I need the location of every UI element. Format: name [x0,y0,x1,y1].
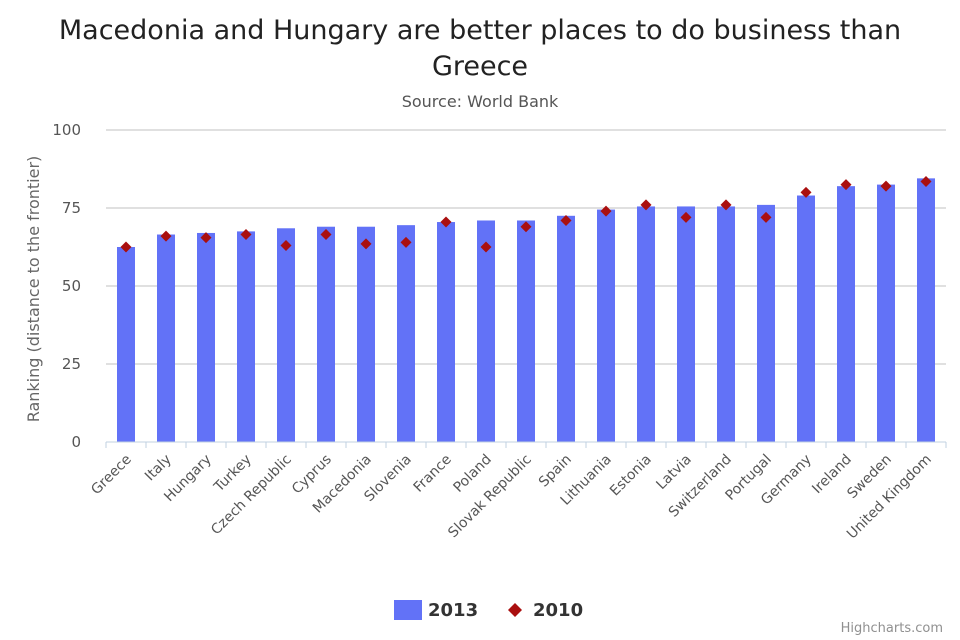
legend-label-2013: 2013 [428,600,478,621]
bar-2013-czech-republic[interactable] [277,228,295,442]
y-tick-label: 0 [71,433,81,451]
bar-2013-latvia[interactable] [677,206,695,442]
y-axis-label: Ranking (distance to the frontier) [24,156,43,423]
marker-2010-slovak-republic[interactable] [520,221,532,233]
bar-2013-estonia[interactable] [637,206,655,442]
marker-2010-lithuania[interactable] [600,205,612,217]
y-tick-label: 25 [62,355,81,373]
marker-2010-macedonia[interactable] [360,238,372,250]
bar-2013-ireland[interactable] [837,186,855,442]
bar-2013-turkey[interactable] [237,231,255,442]
bar-2013-poland[interactable] [477,220,495,442]
y-tick-label: 100 [52,121,81,139]
x-tick-label: France [411,452,455,496]
bar-series-2013 [117,178,935,443]
marker-2010-sweden[interactable] [880,180,892,192]
marker-2010-latvia[interactable] [680,211,692,223]
marker-2010-czech-republic[interactable] [280,239,292,251]
marker-2010-hungary[interactable] [200,232,212,244]
bar-2013-hungary[interactable] [197,232,215,442]
legend-item-2010[interactable]: 2010 [508,600,583,621]
marker-2010-slovenia[interactable] [400,236,412,248]
marker-2010-france[interactable] [440,216,452,228]
y-tick-label: 75 [62,199,81,217]
marker-2010-ireland[interactable] [840,179,852,191]
x-tick-label: Italy [142,452,175,485]
legend-label-2010: 2010 [533,600,583,621]
bar-2013-united-kingdom[interactable] [917,178,935,443]
credits-link[interactable]: Highcharts.com [841,621,943,636]
marker-2010-switzerland[interactable] [720,199,732,211]
bar-2013-cyprus[interactable] [317,226,335,442]
bar-2013-sweden[interactable] [877,184,895,442]
chart-subtitle: Source: World Bank [402,92,559,111]
y-axis-ticks: 0 25 50 75 100 [52,121,81,451]
bar-2013-italy[interactable] [157,234,175,442]
marker-2010-germany[interactable] [800,186,812,198]
x-tick-label: Spain [536,452,575,491]
marker-2010-greece[interactable] [120,241,132,253]
bar-2013-macedonia[interactable] [357,226,375,442]
legend-swatch-2013 [394,600,422,620]
legend-item-2013[interactable]: 2013 [394,600,478,621]
chart-title-line-2: Greece [432,51,528,82]
chart-title-line-1: Macedonia and Hungary are better places … [59,15,901,46]
legend: 2013 2010 [394,600,583,621]
bar-2013-lithuania[interactable] [597,209,615,442]
x-tick-label: Greece [88,452,135,499]
y-tick-label: 50 [62,277,81,295]
marker-2010-spain[interactable] [560,214,572,226]
bar-2013-switzerland[interactable] [717,206,735,442]
bar-2013-greece[interactable] [117,247,135,442]
bar-2013-france[interactable] [437,222,455,442]
marker-2010-portugal[interactable] [760,211,772,223]
marker-2010-poland[interactable] [480,241,492,253]
bar-2013-germany[interactable] [797,195,815,442]
bar-2013-slovenia[interactable] [397,225,415,442]
bar-2013-portugal[interactable] [757,204,775,442]
x-tick-label: Estonia [607,452,655,500]
marker-2010-united-kingdom[interactable] [920,175,932,187]
legend-marker-2010 [508,603,522,617]
marker-2010-turkey[interactable] [240,229,252,241]
marker-2010-cyprus[interactable] [320,229,332,241]
marker-series-2010 [120,175,932,253]
marker-2010-italy[interactable] [160,230,172,242]
bar-2013-slovak-republic[interactable] [517,220,535,442]
marker-2010-estonia[interactable] [640,199,652,211]
bar-2013-spain[interactable] [557,215,575,442]
